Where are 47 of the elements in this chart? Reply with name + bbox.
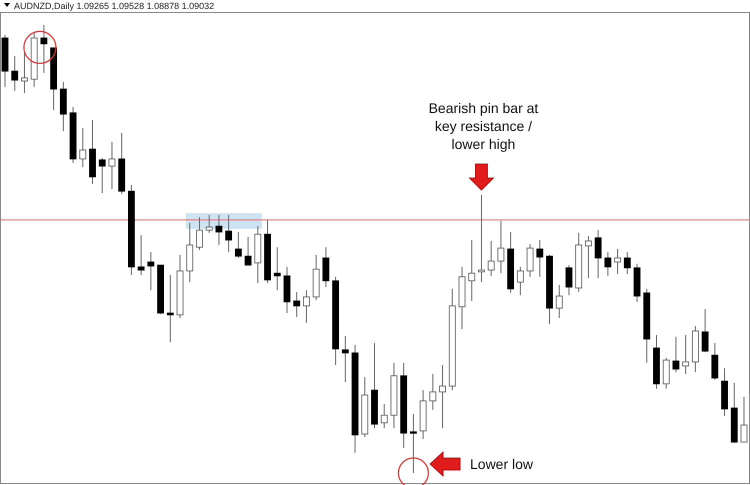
candlestick xyxy=(711,342,718,380)
candlestick xyxy=(147,252,154,291)
candlestick xyxy=(98,158,106,194)
candlestick xyxy=(410,413,417,474)
candlestick xyxy=(526,244,534,278)
candlestick xyxy=(206,214,213,234)
candlestick xyxy=(166,274,174,343)
candlestick xyxy=(244,236,252,266)
annotation: Bearish pin bar at key resistance / lower high xyxy=(428,100,538,152)
candlestick xyxy=(478,194,485,283)
candlestick xyxy=(594,230,602,279)
candlestick xyxy=(216,214,222,246)
candlestick xyxy=(322,246,330,288)
candlestick xyxy=(566,264,572,296)
candlestick xyxy=(536,240,544,278)
candlestick xyxy=(225,214,232,253)
candlestick xyxy=(624,252,631,275)
candlestick xyxy=(108,141,116,190)
candlestick xyxy=(79,128,86,168)
annotation: Lower low xyxy=(470,456,534,472)
candlestick xyxy=(429,373,436,410)
candlestick xyxy=(380,404,388,429)
candlestick xyxy=(274,246,281,291)
candlestick xyxy=(682,334,690,374)
candlestick xyxy=(604,252,612,276)
candlestick xyxy=(21,52,28,94)
candlestick xyxy=(556,284,563,318)
candlestick xyxy=(138,234,145,276)
candlestick xyxy=(439,364,446,429)
candlestick xyxy=(40,24,48,74)
candlestick xyxy=(497,220,504,274)
candlestick xyxy=(672,336,680,373)
candlestick xyxy=(585,236,592,279)
candlestick xyxy=(303,290,310,324)
candlestick xyxy=(702,308,709,353)
candlestick xyxy=(342,335,349,383)
candlestick xyxy=(234,231,242,258)
candlestick xyxy=(516,266,524,296)
candlestick xyxy=(488,240,495,276)
chart-title: AUDNZD,Daily 1.09265 1.09528 1.08878 1.09032 xyxy=(14,1,214,11)
candlestick xyxy=(740,396,748,443)
candlestick xyxy=(293,292,300,318)
candlestick xyxy=(196,216,203,250)
candlestick xyxy=(614,248,622,275)
candlestick xyxy=(11,55,18,92)
candlestick xyxy=(662,357,670,390)
candlestick xyxy=(468,240,476,302)
